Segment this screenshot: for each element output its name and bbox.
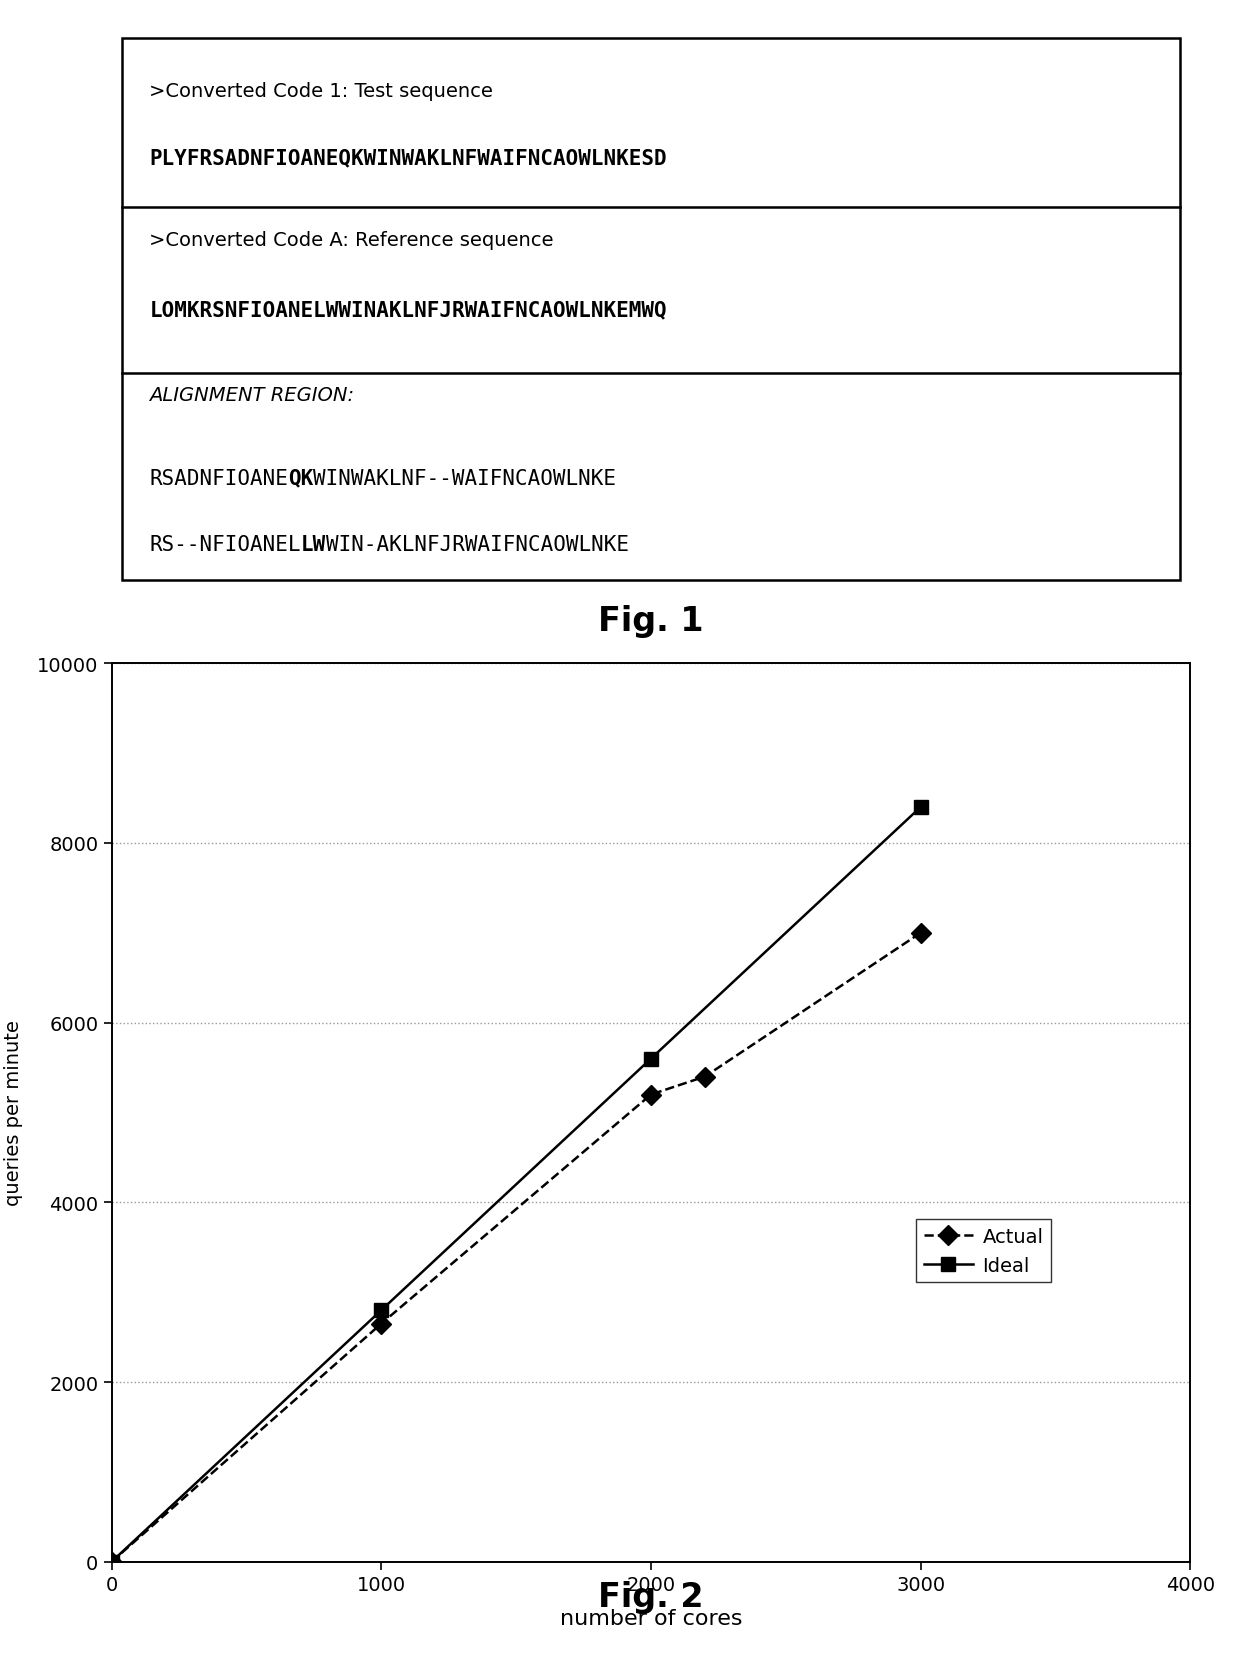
Actual <box>373 1313 388 1333</box>
Text: >Converted Code 1: Test sequence: >Converted Code 1: Test sequence <box>149 82 494 100</box>
Text: Fig. 1: Fig. 1 <box>598 604 704 637</box>
Text: PLYFRSADNFIOANEQKWINWAKLNFWAIFNCAOWLNKESD: PLYFRSADNFIOANEQKWINWAKLNFWAIFNCAOWLNKES… <box>149 147 667 167</box>
Text: WIN-AKLNFJRWAIFNCAOWLNKE: WIN-AKLNFJRWAIFNCAOWLNKE <box>326 535 629 555</box>
Text: Fig. 2: Fig. 2 <box>598 1581 704 1613</box>
Line: Actual: Actual <box>104 927 928 1569</box>
FancyBboxPatch shape <box>123 38 1179 581</box>
Ideal <box>373 1300 388 1320</box>
Text: ALIGNMENT REGION:: ALIGNMENT REGION: <box>149 386 355 405</box>
Y-axis label: queries per minute: queries per minute <box>4 1021 24 1206</box>
Text: >Converted Code A: Reference sequence: >Converted Code A: Reference sequence <box>149 231 554 251</box>
Actual <box>644 1084 658 1104</box>
Ideal <box>104 1553 119 1573</box>
X-axis label: number of cores: number of cores <box>559 1608 743 1628</box>
Text: RS--NFIOANEL: RS--NFIOANEL <box>149 535 301 555</box>
Text: LOMKRSNFIOANELWWINAKLNFJRWAIFNCAOWLNKEMWQ: LOMKRSNFIOANELWWINAKLNFJRWAIFNCAOWLNKEMW… <box>149 299 667 320</box>
Text: LW: LW <box>301 535 326 555</box>
Ideal <box>913 798 928 818</box>
Text: RSADNFIOANE: RSADNFIOANE <box>149 468 288 489</box>
Actual <box>697 1067 712 1087</box>
Actual <box>913 923 928 944</box>
Text: QK: QK <box>288 468 314 489</box>
Legend: Actual, Ideal: Actual, Ideal <box>916 1220 1052 1283</box>
Actual <box>104 1553 119 1573</box>
Text: WINWAKLNF--WAIFNCAOWLNKE: WINWAKLNF--WAIFNCAOWLNKE <box>314 468 616 489</box>
Line: Ideal: Ideal <box>104 801 928 1569</box>
Ideal <box>644 1049 658 1069</box>
